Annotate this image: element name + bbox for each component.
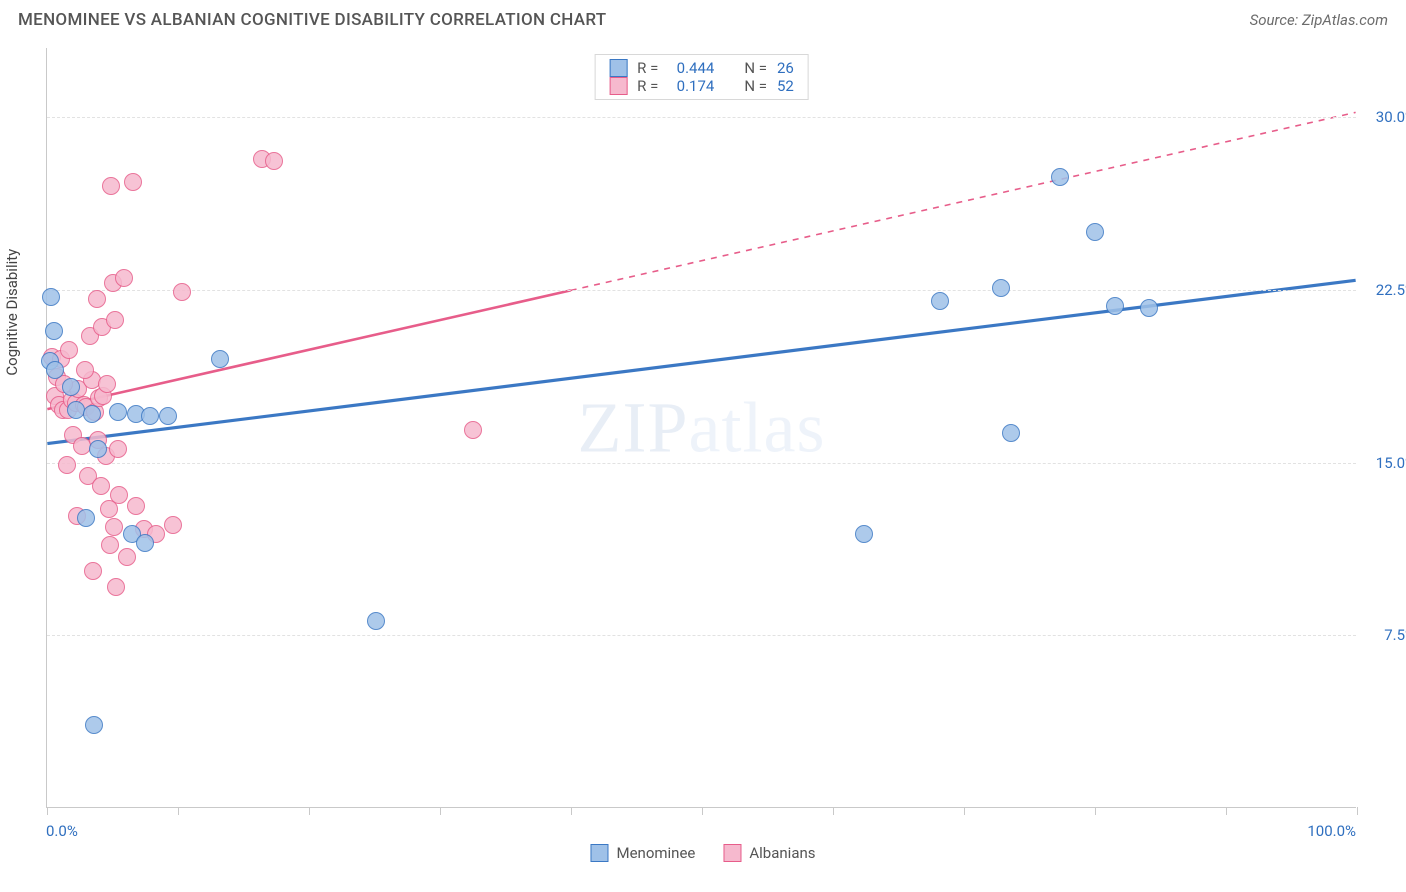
series-legend-item: Albanians [723, 844, 815, 862]
data-point [42, 288, 60, 306]
data-point [60, 341, 78, 359]
data-point [367, 612, 385, 630]
data-point [118, 548, 136, 566]
chart-header: MENOMINEE VS ALBANIAN COGNITIVE DISABILI… [0, 0, 1406, 36]
data-point [84, 562, 102, 580]
data-point [109, 403, 127, 421]
data-point [100, 500, 118, 518]
data-point [101, 536, 119, 554]
data-point [89, 440, 107, 458]
x-tick [571, 807, 572, 815]
y-tick-label: 7.5% [1361, 626, 1406, 644]
data-point [106, 311, 124, 329]
legend-row: R = 0.174 N = 52 [609, 77, 794, 95]
x-tick [178, 807, 179, 815]
series-legend: Menominee Albanians [590, 844, 815, 862]
data-point [992, 279, 1010, 297]
data-point [173, 283, 191, 301]
x-tick [702, 807, 703, 815]
data-point [92, 477, 110, 495]
y-axis-title: Cognitive Disability [3, 249, 21, 376]
r-label: R = [637, 59, 658, 77]
trend-lines [47, 48, 1356, 807]
data-point [464, 421, 482, 439]
data-point [105, 518, 123, 536]
n-label: N = [744, 59, 767, 77]
gridline [47, 463, 1356, 464]
watermark-a: ZIP [578, 387, 689, 467]
data-point [45, 322, 63, 340]
data-point [124, 173, 142, 191]
series-name: Albanians [749, 844, 815, 862]
gridline [47, 290, 1356, 291]
legend-swatch [609, 59, 627, 77]
data-point [127, 497, 145, 515]
series-name: Menominee [616, 844, 695, 862]
data-point [88, 290, 106, 308]
data-point [1140, 299, 1158, 317]
y-tick-label: 22.5% [1361, 281, 1406, 299]
gridline [47, 117, 1356, 118]
trend-line-solid [47, 290, 570, 409]
y-tick-label: 15.0% [1361, 454, 1406, 472]
data-point [1051, 168, 1069, 186]
data-point [98, 375, 116, 393]
data-point [1086, 223, 1104, 241]
n-value: 52 [777, 77, 794, 95]
x-tick [47, 807, 48, 815]
data-point [141, 407, 159, 425]
correlation-legend: R = 0.444 N = 26 R = 0.174 N = 52 [594, 54, 809, 100]
data-point [58, 456, 76, 474]
x-tick [1095, 807, 1096, 815]
data-point [164, 516, 182, 534]
data-point [109, 440, 127, 458]
watermark-b: atlas [689, 387, 826, 467]
data-point [107, 578, 125, 596]
plot-area: ZIPatlas R =0.444N =26R =0.174N =52 7.5%… [46, 48, 1356, 808]
x-tick [1357, 807, 1358, 815]
data-point [931, 292, 949, 310]
data-point [115, 269, 133, 287]
x-axis-min-label: 0.0% [46, 822, 78, 840]
data-point [85, 716, 103, 734]
legend-row: R = 0.444 N = 26 [609, 59, 794, 77]
legend-swatch [723, 844, 741, 862]
r-value: 0.174 [668, 77, 714, 95]
r-value: 0.444 [668, 59, 714, 77]
x-tick [833, 807, 834, 815]
trend-line-solid [47, 280, 1355, 443]
x-tick [1226, 807, 1227, 815]
data-point [1002, 424, 1020, 442]
x-tick [309, 807, 310, 815]
x-tick [440, 807, 441, 815]
series-legend-item: Menominee [590, 844, 695, 862]
legend-swatch [590, 844, 608, 862]
data-point [855, 525, 873, 543]
chart-container: MENOMINEE VS ALBANIAN COGNITIVE DISABILI… [0, 0, 1406, 892]
data-point [136, 534, 154, 552]
data-point [83, 405, 101, 423]
gridline [47, 635, 1356, 636]
data-point [76, 361, 94, 379]
source-attribution: Source: ZipAtlas.com [1250, 11, 1388, 29]
data-point [77, 509, 95, 527]
data-point [159, 407, 177, 425]
data-point [211, 350, 229, 368]
data-point [102, 177, 120, 195]
n-value: 26 [777, 59, 794, 77]
data-point [62, 378, 80, 396]
data-point [1106, 297, 1124, 315]
data-point [265, 152, 283, 170]
x-axis-max-label: 100.0% [1307, 822, 1356, 840]
trend-line-dashed [571, 112, 1356, 290]
chart-title: MENOMINEE VS ALBANIAN COGNITIVE DISABILI… [18, 10, 606, 30]
x-tick [964, 807, 965, 815]
r-label: R = [637, 77, 658, 95]
y-tick-label: 30.0% [1361, 108, 1406, 126]
data-point [46, 361, 64, 379]
watermark: ZIPatlas [578, 386, 826, 469]
n-label: N = [744, 77, 767, 95]
legend-swatch [609, 77, 627, 95]
